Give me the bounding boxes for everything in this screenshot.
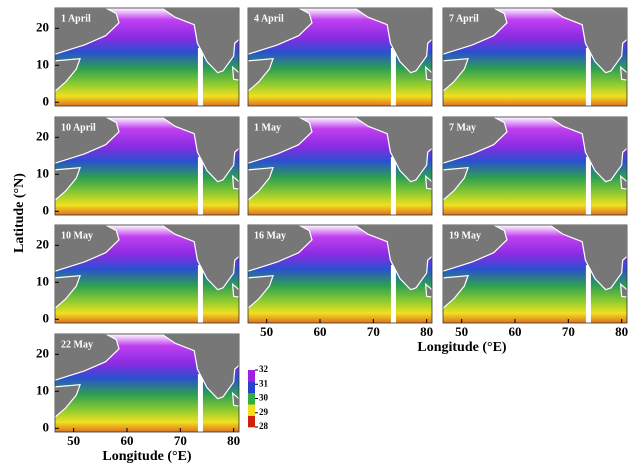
land	[442, 116, 508, 165]
y-tick-label: 10	[36, 273, 49, 288]
colorbar-label: 31	[259, 378, 269, 388]
y-tick-label: 10	[36, 382, 49, 397]
panel-frame	[442, 7, 628, 107]
data-gap	[390, 157, 396, 215]
panel-frame	[54, 333, 240, 433]
panel-label: 16 May	[254, 230, 286, 241]
colorbar-label: 29	[259, 407, 269, 417]
data-gap	[585, 48, 591, 106]
land	[442, 224, 508, 273]
panel-frame	[247, 7, 433, 107]
y-tick-label: 20	[36, 128, 49, 143]
x-tick-label: 70	[174, 433, 187, 448]
y-tick-label: 0	[43, 310, 50, 325]
panel-frame	[247, 224, 433, 324]
y-tick-label: 20	[36, 236, 49, 251]
y-tick-label: 0	[43, 202, 50, 217]
panel-label: 10 April	[61, 122, 96, 133]
colorbar-swatch	[248, 370, 255, 382]
colorbar-swatch	[248, 415, 255, 428]
panel-label: 22 May	[61, 339, 93, 350]
panel-frame	[442, 224, 628, 324]
x-tick-label: 80	[227, 433, 240, 448]
panel-label: 1 April	[61, 13, 91, 24]
colorbar-label: 30	[259, 393, 269, 403]
colorbar-label: 28	[259, 421, 269, 431]
panel-frame	[54, 224, 240, 324]
y-tick-label: 10	[36, 56, 49, 71]
map-panel: 7 May	[442, 116, 628, 216]
panel-frame	[54, 7, 240, 107]
data-gap	[390, 48, 396, 106]
colorbar-label: 32	[259, 364, 269, 374]
data-gap	[585, 265, 591, 323]
x-axis-label: Longitude (°E)	[102, 449, 192, 464]
x-tick-label: 70	[367, 324, 380, 339]
land	[247, 7, 313, 56]
land	[54, 116, 120, 165]
x-axis-label: Longitude (°E)	[417, 340, 507, 355]
panel-label: 10 May	[61, 230, 93, 241]
data-gap	[197, 157, 203, 215]
x-tick-label: 50	[260, 324, 273, 339]
x-tick-label: 80	[420, 324, 433, 339]
y-axis-label: Latitude (°N)	[12, 173, 27, 253]
map-panel: 1 April 0 10 20	[36, 7, 240, 108]
colorbar-swatch	[248, 404, 255, 416]
panel-frame	[247, 116, 433, 216]
x-tick-label: 70	[562, 324, 575, 339]
y-tick-label: 0	[43, 93, 50, 108]
land	[247, 116, 313, 165]
x-tick-label: 60	[314, 324, 327, 339]
map-panel: 1 May	[247, 116, 433, 216]
land	[54, 7, 120, 56]
map-panel: 10 April 0 10 20	[36, 116, 240, 217]
panel-label: 1 May	[254, 122, 281, 133]
panel-label: 7 April	[449, 13, 479, 24]
panel-frame	[442, 116, 628, 216]
data-gap	[197, 265, 203, 323]
y-tick-label: 20	[36, 19, 49, 34]
map-panel: 19 May 50 60 70 80	[442, 224, 628, 339]
panel-label: 7 May	[449, 122, 476, 133]
map-panel: 10 May 0 10 20	[36, 224, 240, 325]
land	[247, 224, 313, 273]
panel-label: 19 May	[449, 230, 481, 241]
land	[442, 7, 508, 56]
colorbar-swatch	[248, 381, 255, 394]
x-tick-label: 50	[67, 433, 80, 448]
panel-frame	[54, 116, 240, 216]
x-tick-label: 80	[615, 324, 628, 339]
y-tick-label: 0	[43, 419, 50, 434]
land	[54, 333, 120, 382]
map-panel: 22 May 0 10 20 50 60 70 80	[36, 333, 240, 448]
data-gap	[197, 48, 203, 106]
panel-label: 4 April	[254, 13, 284, 24]
data-gap	[585, 157, 591, 215]
map-panel: 16 May 50 60 70 80	[247, 224, 433, 339]
y-tick-label: 20	[36, 345, 49, 360]
data-gap	[197, 374, 203, 432]
x-tick-label: 60	[121, 433, 134, 448]
map-panel: 7 April	[442, 7, 628, 107]
y-tick-label: 10	[36, 165, 49, 180]
x-tick-label: 50	[455, 324, 468, 339]
land	[54, 224, 120, 273]
map-panel: 4 April	[247, 7, 433, 107]
x-tick-label: 60	[509, 324, 522, 339]
colorbar-swatch	[248, 392, 255, 405]
data-gap	[390, 265, 396, 323]
